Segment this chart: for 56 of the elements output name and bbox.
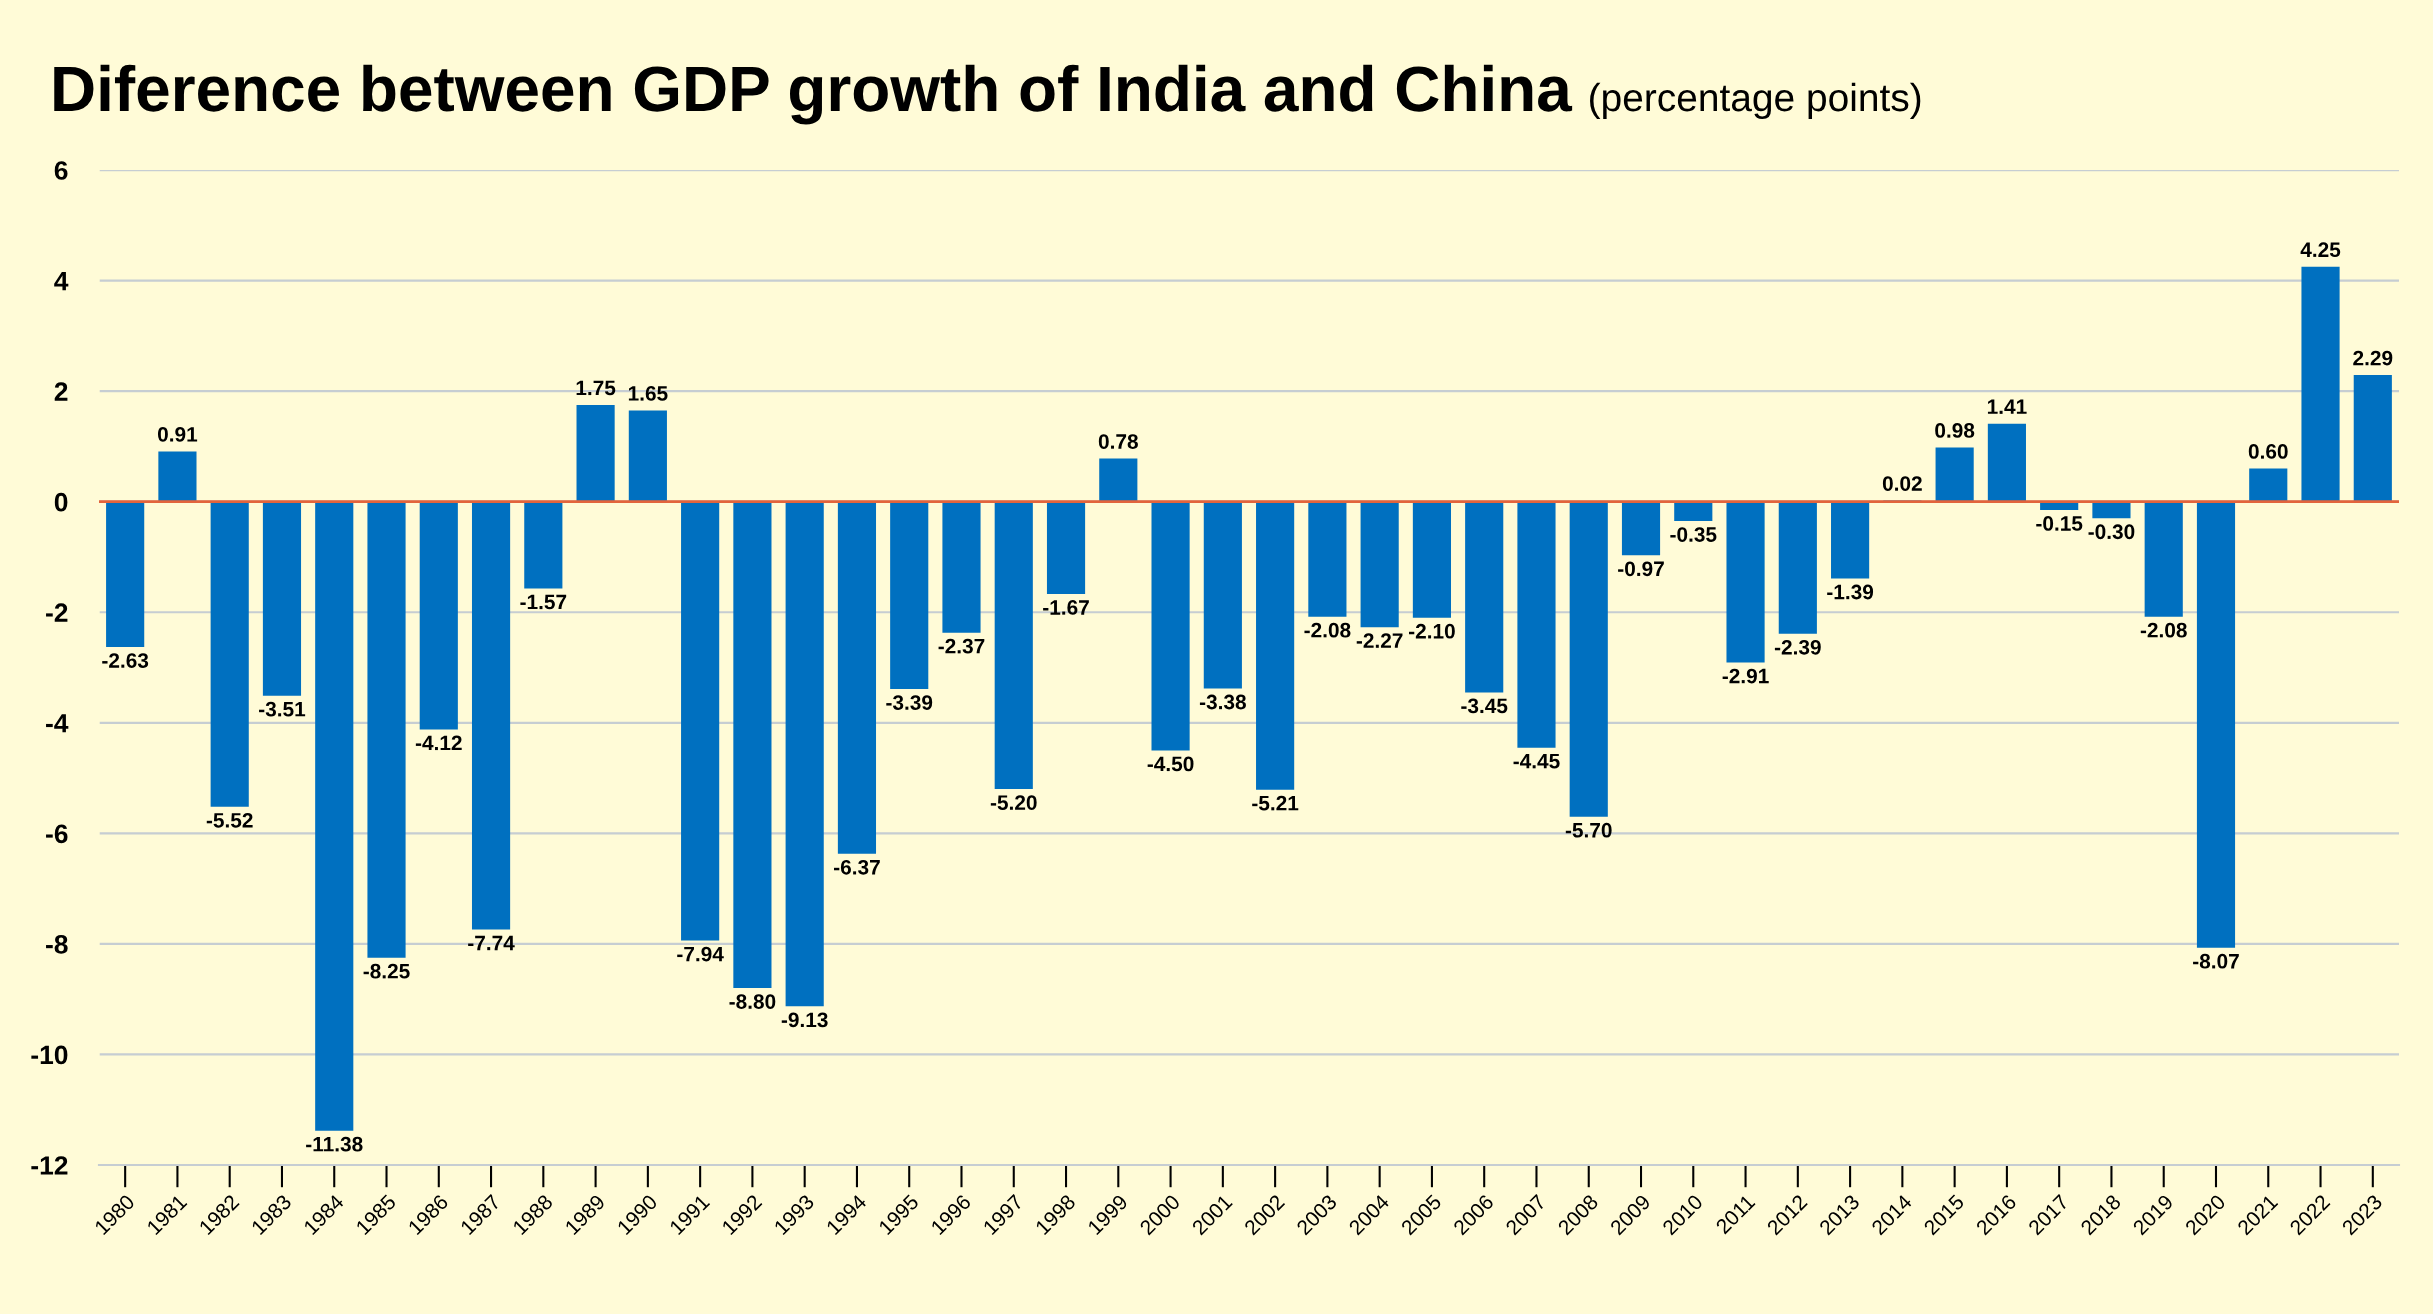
data-label: -0.35 [1670, 527, 1717, 542]
data-label: 0.78 [1098, 434, 1138, 449]
data-label: -3.38 [1199, 694, 1246, 710]
data-label: 1.65 [628, 386, 668, 401]
data-label: -5.52 [206, 812, 253, 828]
data-label: -2.63 [102, 653, 149, 668]
y-tick-label: -10 [31, 1045, 68, 1065]
data-label: -1.39 [1827, 584, 1874, 600]
y-tick-label: 0 [54, 492, 68, 512]
data-label: -2.08 [1304, 622, 1351, 638]
y-tick-label: 6 [54, 161, 68, 180]
data-label: 4.25 [2300, 242, 2341, 258]
data-label: 0.91 [157, 426, 198, 442]
data-label: -2.91 [1722, 668, 1769, 684]
data-label: -1.67 [1043, 600, 1089, 615]
data-label: 2.29 [2353, 350, 2393, 366]
y-tick-label: -12 [31, 1156, 68, 1175]
data-label: -8.80 [729, 994, 776, 1009]
data-label: -4.50 [1147, 756, 1194, 772]
data-label: -5.21 [1252, 795, 1299, 811]
data-label: 1.75 [576, 380, 616, 396]
data-label: 0.02 [1882, 476, 1922, 491]
y-tick-label: -8 [46, 935, 68, 954]
y-tick-label: -6 [46, 824, 68, 844]
data-label: -8.07 [2193, 953, 2239, 969]
data-label: -7.94 [677, 946, 724, 962]
data-label: -1.57 [520, 594, 567, 610]
data-label: -5.20 [990, 795, 1037, 810]
y-tick-label: -2 [46, 603, 68, 622]
data-label: -2.08 [2140, 622, 2187, 638]
y-tick-label: 4 [54, 271, 69, 291]
data-label: -9.13 [781, 1012, 828, 1028]
y-tick-label: 2 [54, 382, 68, 401]
data-label: -7.74 [468, 935, 515, 951]
data-label: -2.37 [938, 638, 985, 654]
data-label: 0.60 [2248, 444, 2288, 459]
data-label: 0.98 [1935, 423, 1975, 438]
data-label: -5.70 [1565, 822, 1612, 838]
data-label: -8.25 [363, 963, 410, 979]
data-label: -0.97 [1618, 561, 1664, 577]
data-label: -4.45 [1513, 753, 1560, 769]
data-label: -0.30 [2088, 524, 2135, 540]
data-label: -6.37 [834, 859, 880, 875]
data-label: -3.51 [259, 701, 306, 717]
data-label: -0.15 [2036, 516, 2083, 531]
data-label: -2.10 [1409, 623, 1455, 639]
data-label: -11.38 [306, 1136, 363, 1152]
data-label: -3.39 [886, 695, 933, 710]
data-label: 1.41 [1987, 399, 2027, 414]
data-label: -2.39 [1774, 639, 1821, 655]
chart-title: Diference between GDP growth of India and China [54, 64, 1573, 125]
y-tick-label: -4 [46, 714, 69, 733]
chart-subtitle: (percentage points) [1590, 82, 1921, 120]
data-label: -2.27 [1356, 633, 1403, 648]
data-label: -3.45 [1461, 698, 1508, 714]
data-label: -4.12 [415, 735, 462, 751]
